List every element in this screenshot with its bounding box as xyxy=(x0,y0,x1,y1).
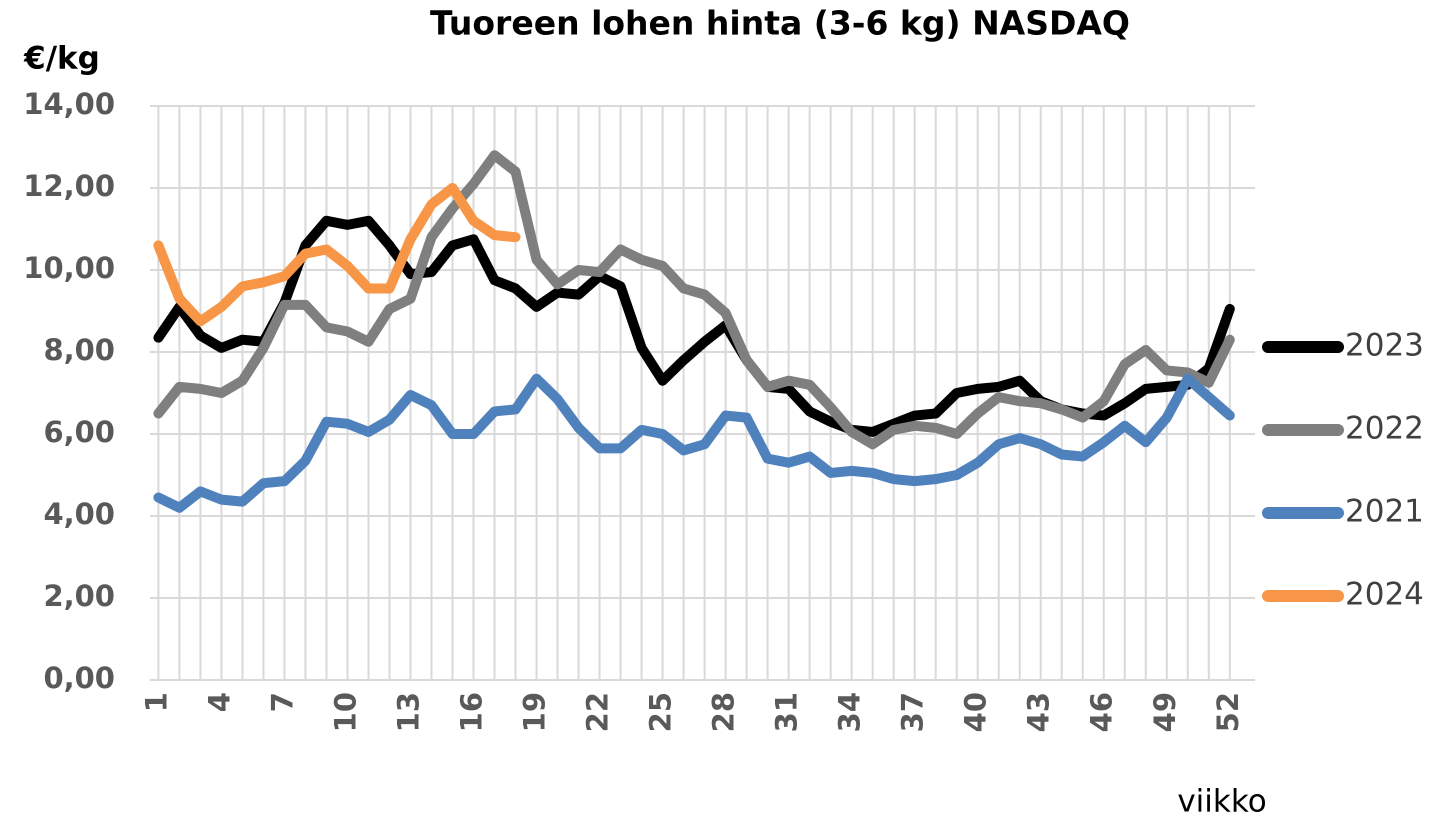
y-tick-label: 6,00 xyxy=(43,415,115,449)
legend-label: 2023 xyxy=(1345,328,1424,364)
x-tick-label: 31 xyxy=(770,692,804,732)
x-tick-label: 19 xyxy=(518,692,552,732)
y-tick-label: 2,00 xyxy=(43,579,115,613)
x-tick-label: 10 xyxy=(328,692,362,732)
legend-label: 2021 xyxy=(1345,494,1424,530)
x-tick-label: 16 xyxy=(455,692,489,732)
x-tick-label: 7 xyxy=(265,692,299,712)
chart-title: Tuoreen lohen hinta (3-6 kg) NASDAQ xyxy=(430,4,1130,43)
series-line xyxy=(153,373,1235,513)
x-tick-label: 46 xyxy=(1085,692,1119,732)
x-tick-label: 22 xyxy=(581,692,615,732)
x-tick-label: 25 xyxy=(644,692,678,732)
legend-label: 2022 xyxy=(1345,411,1424,447)
y-axis-title: €/kg xyxy=(23,41,100,77)
y-tick-label: 14,00 xyxy=(23,87,115,121)
x-axis-title: viikko xyxy=(1177,784,1266,820)
y-tick-label: 12,00 xyxy=(23,169,115,203)
legend-label: 2024 xyxy=(1345,577,1424,613)
x-tick-label: 4 xyxy=(202,692,236,712)
series-line xyxy=(153,150,1235,450)
y-tick-label: 4,00 xyxy=(43,497,115,531)
x-tick-label: 43 xyxy=(1022,692,1056,732)
series-line xyxy=(153,183,521,327)
y-tick-label: 10,00 xyxy=(23,251,115,285)
x-tick-label: 37 xyxy=(896,692,930,732)
x-tick-label: 1 xyxy=(139,692,173,712)
x-tick-label: 49 xyxy=(1148,692,1182,732)
y-tick-label: 8,00 xyxy=(43,333,115,367)
x-tick-label: 28 xyxy=(707,692,741,732)
x-tick-label: 34 xyxy=(833,692,867,732)
x-tick-label: 40 xyxy=(959,692,993,732)
x-tick-label: 52 xyxy=(1211,692,1245,732)
x-tick-label: 13 xyxy=(391,692,425,732)
y-tick-label: 0,00 xyxy=(43,661,115,695)
